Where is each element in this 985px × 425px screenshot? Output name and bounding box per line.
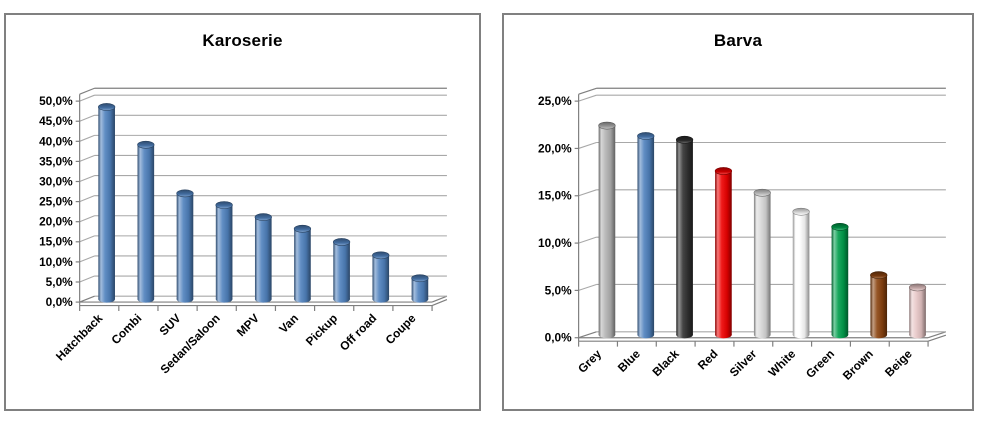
chart-title-barva: Barva bbox=[713, 31, 763, 50]
bar-suv bbox=[176, 189, 194, 303]
y-axis-label: 40,0% bbox=[39, 134, 73, 148]
gridline bbox=[79, 255, 95, 263]
bar-mpv bbox=[254, 213, 272, 303]
floor-right-edge bbox=[431, 295, 448, 303]
karoserie-bar-chart: 0,0% 5,0% 10,0% 15,0% 20,0% 25,0% 30,0% 35,0% 40… bbox=[39, 87, 448, 376]
category-label-brown: Brown bbox=[840, 347, 876, 383]
floor-left-edge bbox=[79, 295, 95, 303]
bar-silver bbox=[753, 188, 771, 339]
bar-van bbox=[293, 224, 312, 303]
gridline bbox=[79, 195, 95, 203]
gridline bbox=[79, 134, 95, 142]
y-axis-label: 10,0% bbox=[538, 236, 572, 250]
bar-beige bbox=[908, 283, 927, 339]
category-label-combi: Combi bbox=[108, 311, 144, 347]
gridline bbox=[578, 94, 597, 102]
bar-grey bbox=[598, 121, 616, 339]
y-axis-label: 20,0% bbox=[538, 141, 572, 155]
barva-bar-chart: 0,0% 5,0% 10,0% 15,0% 20,0% 25,0% Grey Blue Blac… bbox=[538, 87, 947, 383]
category-label-coupe: Coupe bbox=[383, 311, 419, 347]
bar-black bbox=[675, 135, 694, 339]
y-axis-label: 5,0% bbox=[545, 283, 572, 297]
category-label-white: White bbox=[766, 346, 799, 379]
gridline bbox=[79, 275, 95, 283]
y-axis-label: 0,0% bbox=[46, 295, 73, 309]
y-axis-label: 30,0% bbox=[39, 174, 73, 188]
category-label-silver: Silver bbox=[727, 347, 760, 380]
bar-pickup bbox=[332, 238, 351, 303]
bar-combi bbox=[137, 140, 155, 303]
gridline bbox=[578, 189, 597, 197]
bar-coupe bbox=[411, 274, 429, 303]
bar-green bbox=[831, 223, 849, 339]
gridline bbox=[79, 154, 95, 162]
plot-ceiling-edge bbox=[79, 87, 95, 95]
gridline bbox=[578, 236, 597, 244]
y-axis-label: 5,0% bbox=[46, 275, 73, 289]
category-label-pickup: Pickup bbox=[303, 311, 340, 348]
category-label-beige: Beige bbox=[882, 346, 915, 379]
bar-brown bbox=[870, 271, 888, 339]
bar-sedan-saloon bbox=[215, 201, 233, 303]
gridline bbox=[79, 114, 95, 122]
category-label-suv: SUV bbox=[156, 311, 183, 338]
gridline bbox=[578, 141, 597, 149]
floor-right-edge bbox=[927, 331, 947, 339]
y-axis-label: 50,0% bbox=[39, 94, 73, 108]
category-label-black: Black bbox=[649, 346, 682, 379]
category-label-green: Green bbox=[803, 347, 837, 381]
gridline bbox=[79, 235, 95, 243]
y-axis-label: 20,0% bbox=[39, 215, 73, 229]
y-axis-label: 15,0% bbox=[39, 235, 73, 249]
y-axis-label: 10,0% bbox=[39, 255, 73, 269]
y-axis-label: 35,0% bbox=[39, 154, 73, 168]
gridline bbox=[79, 175, 95, 183]
floor-left-edge bbox=[578, 331, 597, 339]
y-axis-label: 45,0% bbox=[39, 114, 73, 128]
category-label-off-road: Off road bbox=[337, 311, 380, 354]
gridline bbox=[79, 215, 95, 223]
bar-white bbox=[792, 207, 810, 339]
bar-red bbox=[714, 167, 733, 339]
chart-panel-karoserie: 0,0% 5,0% 10,0% 15,0% 20,0% 25,0% 30,0% 35,0% 40… bbox=[4, 13, 481, 411]
x-axis bbox=[927, 334, 947, 342]
category-label-red: Red bbox=[695, 347, 721, 373]
category-label-hatchback: Hatchback bbox=[53, 311, 106, 364]
category-label-mpv: MPV bbox=[234, 311, 262, 339]
category-label-van: Van bbox=[276, 311, 301, 336]
chart-panel-barva: 0,0% 5,0% 10,0% 15,0% 20,0% 25,0% Grey Blue Blac… bbox=[502, 13, 974, 411]
y-axis-label: 25,0% bbox=[39, 195, 73, 209]
y-axis-label: 15,0% bbox=[538, 189, 572, 203]
category-label-blue: Blue bbox=[615, 346, 643, 374]
y-axis-label: 25,0% bbox=[538, 94, 572, 108]
bar-blue bbox=[637, 132, 655, 339]
category-label-grey: Grey bbox=[575, 346, 604, 375]
bar-hatchback bbox=[98, 103, 116, 303]
chart-title-karoserie: Karoserie bbox=[202, 31, 283, 50]
y-axis-label: 0,0% bbox=[545, 331, 572, 345]
bar-off-road bbox=[372, 251, 390, 303]
x-axis bbox=[431, 299, 448, 307]
gridline bbox=[79, 94, 95, 102]
gridline bbox=[578, 283, 597, 291]
plot-ceiling-edge bbox=[578, 87, 597, 95]
